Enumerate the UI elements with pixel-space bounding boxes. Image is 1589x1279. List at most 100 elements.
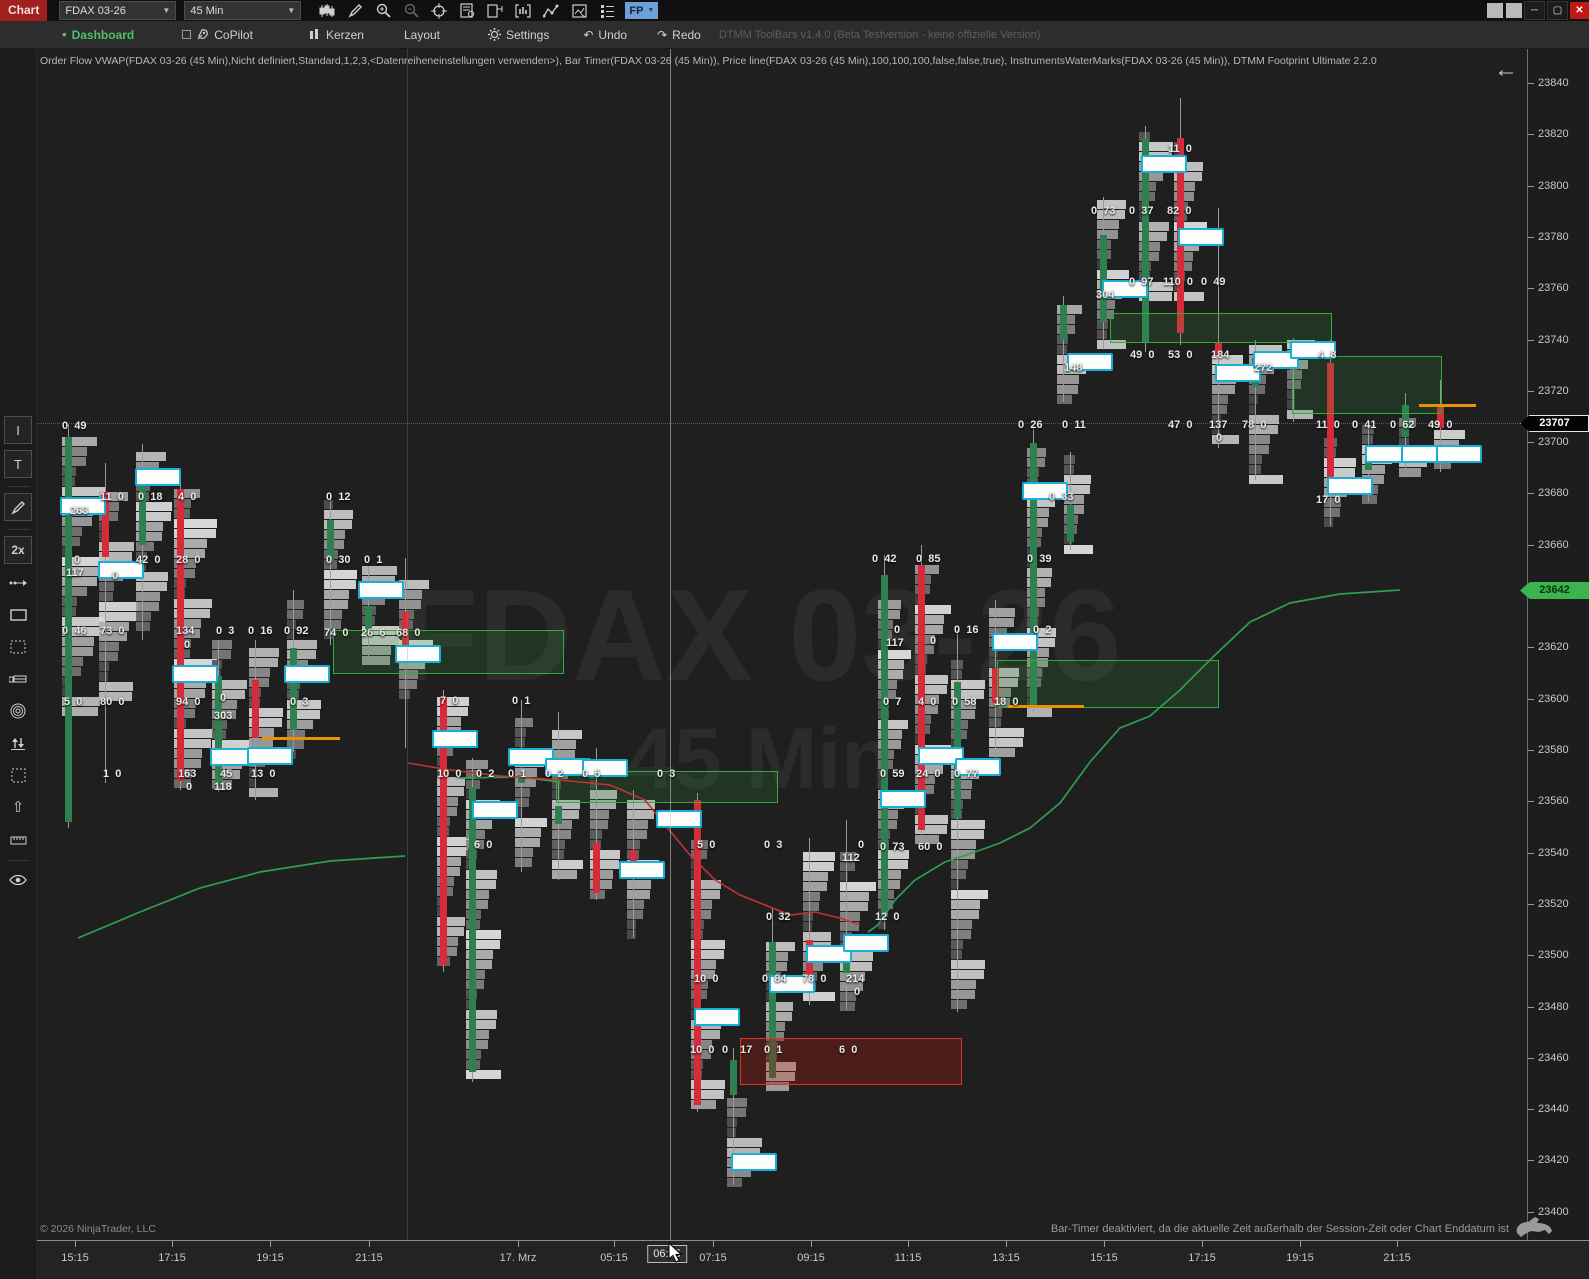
demand-zone[interactable]: [1110, 313, 1332, 343]
footprint-label: 0: [854, 986, 861, 998]
link-interval-button[interactable]: [1506, 3, 1522, 18]
volume-profile-row: [212, 660, 223, 669]
demand-zone[interactable]: [333, 630, 564, 674]
chart-tab[interactable]: Chart: [0, 0, 48, 21]
time-axis[interactable]: 15:15 17:15 19:15 21:15 17. Mrz 05:15 07:15 09:…: [0, 1240, 1589, 1279]
footprint-label: 304: [1096, 289, 1115, 301]
visibility-tool[interactable]: [5, 867, 31, 893]
draw-pencil-icon[interactable]: [343, 2, 367, 19]
arrow-up-tool[interactable]: ⇧: [11, 799, 25, 816]
volume-profile-row: [1212, 405, 1228, 414]
volume-profile-row: [627, 890, 651, 899]
volume-profile-row: [1399, 468, 1421, 477]
volume-profile-row: [803, 922, 812, 931]
volume-profile-row: [136, 552, 147, 561]
volume-profile-row: [1287, 370, 1303, 379]
candlestick-chart-icon[interactable]: [315, 2, 339, 19]
volume-profile-row: [951, 830, 984, 839]
ruler-tool[interactable]: [5, 826, 31, 852]
volume-profile-row: [287, 620, 296, 629]
cursor-line-tool[interactable]: I: [4, 416, 32, 444]
menu-redo[interactable]: ↷ Redo: [657, 28, 701, 42]
menu-undo[interactable]: ↶ Undo: [583, 28, 627, 42]
scroll-back-arrow[interactable]: ←: [1494, 56, 1518, 83]
volume-profile-row: [627, 930, 636, 939]
ninjatrader-bull-logo: [1516, 1217, 1552, 1237]
zoom-in-icon[interactable]: [371, 2, 395, 19]
volume-profile-row: [951, 970, 984, 979]
minimize-button[interactable]: ─: [1524, 1, 1545, 20]
menu-dashboard[interactable]: • Dashboard: [62, 27, 134, 42]
volume-profile-row: [803, 872, 828, 881]
footprint-mode-dropdown[interactable]: FP ▼: [625, 2, 659, 19]
volume-profile-row: [62, 587, 88, 596]
demand-zone[interactable]: [1292, 356, 1442, 414]
volume-profile-row: [627, 900, 644, 909]
zigzag-draw-icon[interactable]: [539, 2, 563, 19]
menu-copilot[interactable]: CoPilot: [182, 28, 253, 42]
menu-layout[interactable]: Layout: [404, 28, 440, 42]
price-axis[interactable]: 23840 23820 23800 23780 23760 23740 23720 23700…: [1520, 48, 1589, 1241]
instrument-value: FDAX 03-26: [65, 4, 126, 17]
indicator-panel-icon[interactable]: [511, 2, 535, 19]
region-select-tool[interactable]: [5, 634, 31, 660]
menu-kerzen[interactable]: Kerzen: [309, 28, 364, 42]
measure-tool[interactable]: [5, 570, 31, 596]
demand-zone[interactable]: [997, 660, 1219, 708]
volume-profile-row: [989, 608, 1016, 617]
instrument-select[interactable]: FDAX 03-26 ▼: [59, 1, 177, 20]
pencil-tool[interactable]: [4, 493, 32, 521]
link-instrument-button[interactable]: [1487, 3, 1503, 18]
volume-profile-row: [951, 960, 985, 969]
volume-profile-row: [99, 602, 139, 611]
updown-arrows-tool[interactable]: [5, 730, 31, 756]
volume-profile-row: [399, 660, 425, 669]
ruler-icon: [10, 836, 26, 844]
properties-list-icon[interactable]: [595, 2, 619, 19]
supply-zone[interactable]: [740, 1038, 962, 1085]
volume-profile-row: [62, 707, 99, 716]
candle-body: [1030, 443, 1037, 705]
volume-profile-row: [249, 718, 282, 727]
volume-profile-row: [174, 529, 216, 538]
rectangle-tool[interactable]: [5, 602, 31, 628]
volume-profile-row: [249, 778, 256, 787]
volume-profile-row: [62, 577, 98, 586]
volume-profile-row: [840, 912, 861, 921]
footprint-label: 0 1: [508, 768, 527, 780]
footprint-label: 110 0: [1163, 276, 1193, 288]
selection-box-tool[interactable]: [5, 762, 31, 788]
chart-snapshot-icon[interactable]: [567, 2, 591, 19]
volume-profile-row: [1212, 425, 1220, 434]
target-zone-tool[interactable]: [5, 698, 31, 724]
price-marker-tool[interactable]: [5, 666, 31, 692]
volume-profile-row: [1097, 320, 1108, 329]
volume-profile-row: [1362, 465, 1386, 474]
volume-profile-row: [324, 610, 342, 619]
candle-body: [102, 492, 109, 557]
interval-select[interactable]: 45 Min ▼: [184, 1, 302, 20]
price-tag-icon: [9, 675, 27, 683]
divider: [7, 529, 29, 530]
close-button[interactable]: ✕: [1570, 2, 1589, 19]
undo-label: Undo: [598, 27, 628, 42]
volume-profile-row: [362, 566, 397, 575]
text-tool[interactable]: T: [4, 450, 32, 478]
zoom-out-icon[interactable]: [399, 2, 423, 19]
gear-icon: [488, 28, 501, 41]
maximize-button[interactable]: ▢: [1547, 1, 1568, 20]
menu-settings[interactable]: Settings: [488, 28, 549, 42]
volume-profile-row: [1097, 270, 1130, 279]
poc-marker: [1215, 364, 1261, 382]
volume-profile-row: [324, 510, 353, 519]
volume-profile-row: [287, 740, 304, 749]
footprint-label: 0 46: [62, 625, 87, 637]
zoom-2x-tool[interactable]: 2x: [4, 536, 32, 564]
crosshair-icon[interactable]: [427, 2, 451, 19]
data-report-icon[interactable]: [455, 2, 479, 19]
price-panel-icon[interactable]: [483, 2, 507, 19]
volume-profile-row: [174, 609, 211, 618]
volume-profile-row: [212, 700, 237, 709]
candle-body: [469, 787, 476, 1072]
